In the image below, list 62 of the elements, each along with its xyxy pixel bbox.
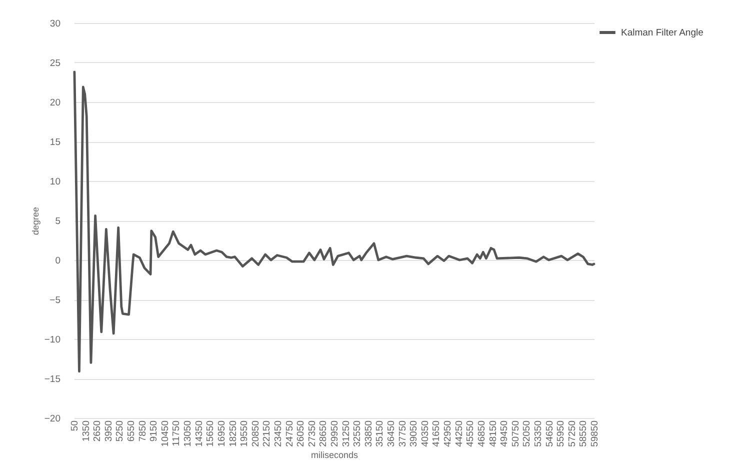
y-tick-label: −15	[44, 374, 60, 385]
x-tick-label: 50	[70, 420, 80, 432]
line-series	[73, 70, 596, 373]
x-tick-label: 14350	[194, 420, 205, 447]
x-tick-label: 42950	[442, 420, 454, 447]
x-axis-title: miliseconds	[310, 450, 358, 460]
x-tick-label: 40350	[420, 420, 431, 447]
x-tick-label: 50750	[510, 420, 522, 447]
x-tick-label: 29950	[330, 420, 340, 447]
x-tick-label: 7850	[137, 420, 148, 442]
y-tick-label: 15	[50, 137, 60, 148]
x-tick-label: 36450	[386, 420, 398, 447]
x-tick-label: 23450	[272, 420, 284, 447]
x-tick-label: 24750	[284, 420, 296, 447]
x-tick-label: 15650	[205, 420, 216, 447]
x-tick-label: 59850	[590, 420, 600, 447]
x-tick-label: 16950	[216, 420, 228, 447]
x-tick-label: 31250	[340, 420, 352, 447]
x-tick-label: 35150	[374, 420, 386, 447]
x-tick-label: 55950	[556, 420, 567, 447]
x-tick-label: 33850	[363, 420, 374, 447]
legend-label: Kalman Filter Angle	[621, 28, 704, 38]
x-tick-label: 41650	[431, 420, 442, 447]
x-tick-label: 46850	[476, 420, 488, 447]
y-axis-title: degree	[30, 206, 40, 236]
x-tick-label: 45550	[465, 420, 476, 447]
x-tick-label: 2650	[92, 420, 104, 442]
y-tick-label: 0	[55, 256, 60, 266]
x-tick-label: 3950	[103, 420, 114, 442]
x-tick-label: 32550	[352, 420, 364, 447]
x-tick-label: 58550	[578, 420, 590, 447]
x-tick-label: 28650	[318, 420, 330, 447]
x-tick-label: 20850	[250, 420, 262, 447]
y-tick-label: 25	[50, 58, 60, 69]
x-tick-label: 19550	[239, 420, 250, 447]
x-tick-label: 37750	[397, 420, 408, 447]
x-tick-label: 27350	[306, 420, 318, 447]
x-tick-label: 53350	[532, 420, 544, 447]
x-tick-label: 39050	[408, 420, 420, 447]
x-tick-label: 57250	[566, 420, 578, 447]
y-tick-label: 10	[50, 176, 60, 188]
x-tick-label: 13050	[182, 420, 194, 447]
x-tick-label: 5250	[114, 420, 126, 442]
y-tick-label: −5	[50, 295, 60, 306]
x-tick-label: 44250	[454, 420, 465, 447]
x-tick-label: 26050	[296, 420, 307, 447]
y-tick-label: 30	[50, 18, 60, 30]
x-tick-label: 49450	[499, 420, 510, 447]
x-tick-label: 22150	[262, 420, 273, 447]
x-tick-label: 9150	[148, 420, 160, 442]
x-tick-label: 48150	[488, 420, 499, 447]
x-tick-label: 54650	[544, 420, 556, 447]
x-tick-label: 52050	[522, 420, 533, 447]
y-tick-label: −10	[44, 334, 60, 346]
x-tick-label: 18250	[228, 420, 239, 447]
y-tick-label: 20	[50, 98, 60, 108]
y-tick-label: −20	[44, 414, 60, 424]
y-tick-label: 5	[55, 216, 60, 227]
x-tick-label: 11750	[171, 420, 182, 446]
x-tick-label: 10450	[160, 420, 171, 447]
x-tick-label: 6550	[126, 420, 138, 442]
x-tick-label: 1350	[80, 420, 92, 442]
